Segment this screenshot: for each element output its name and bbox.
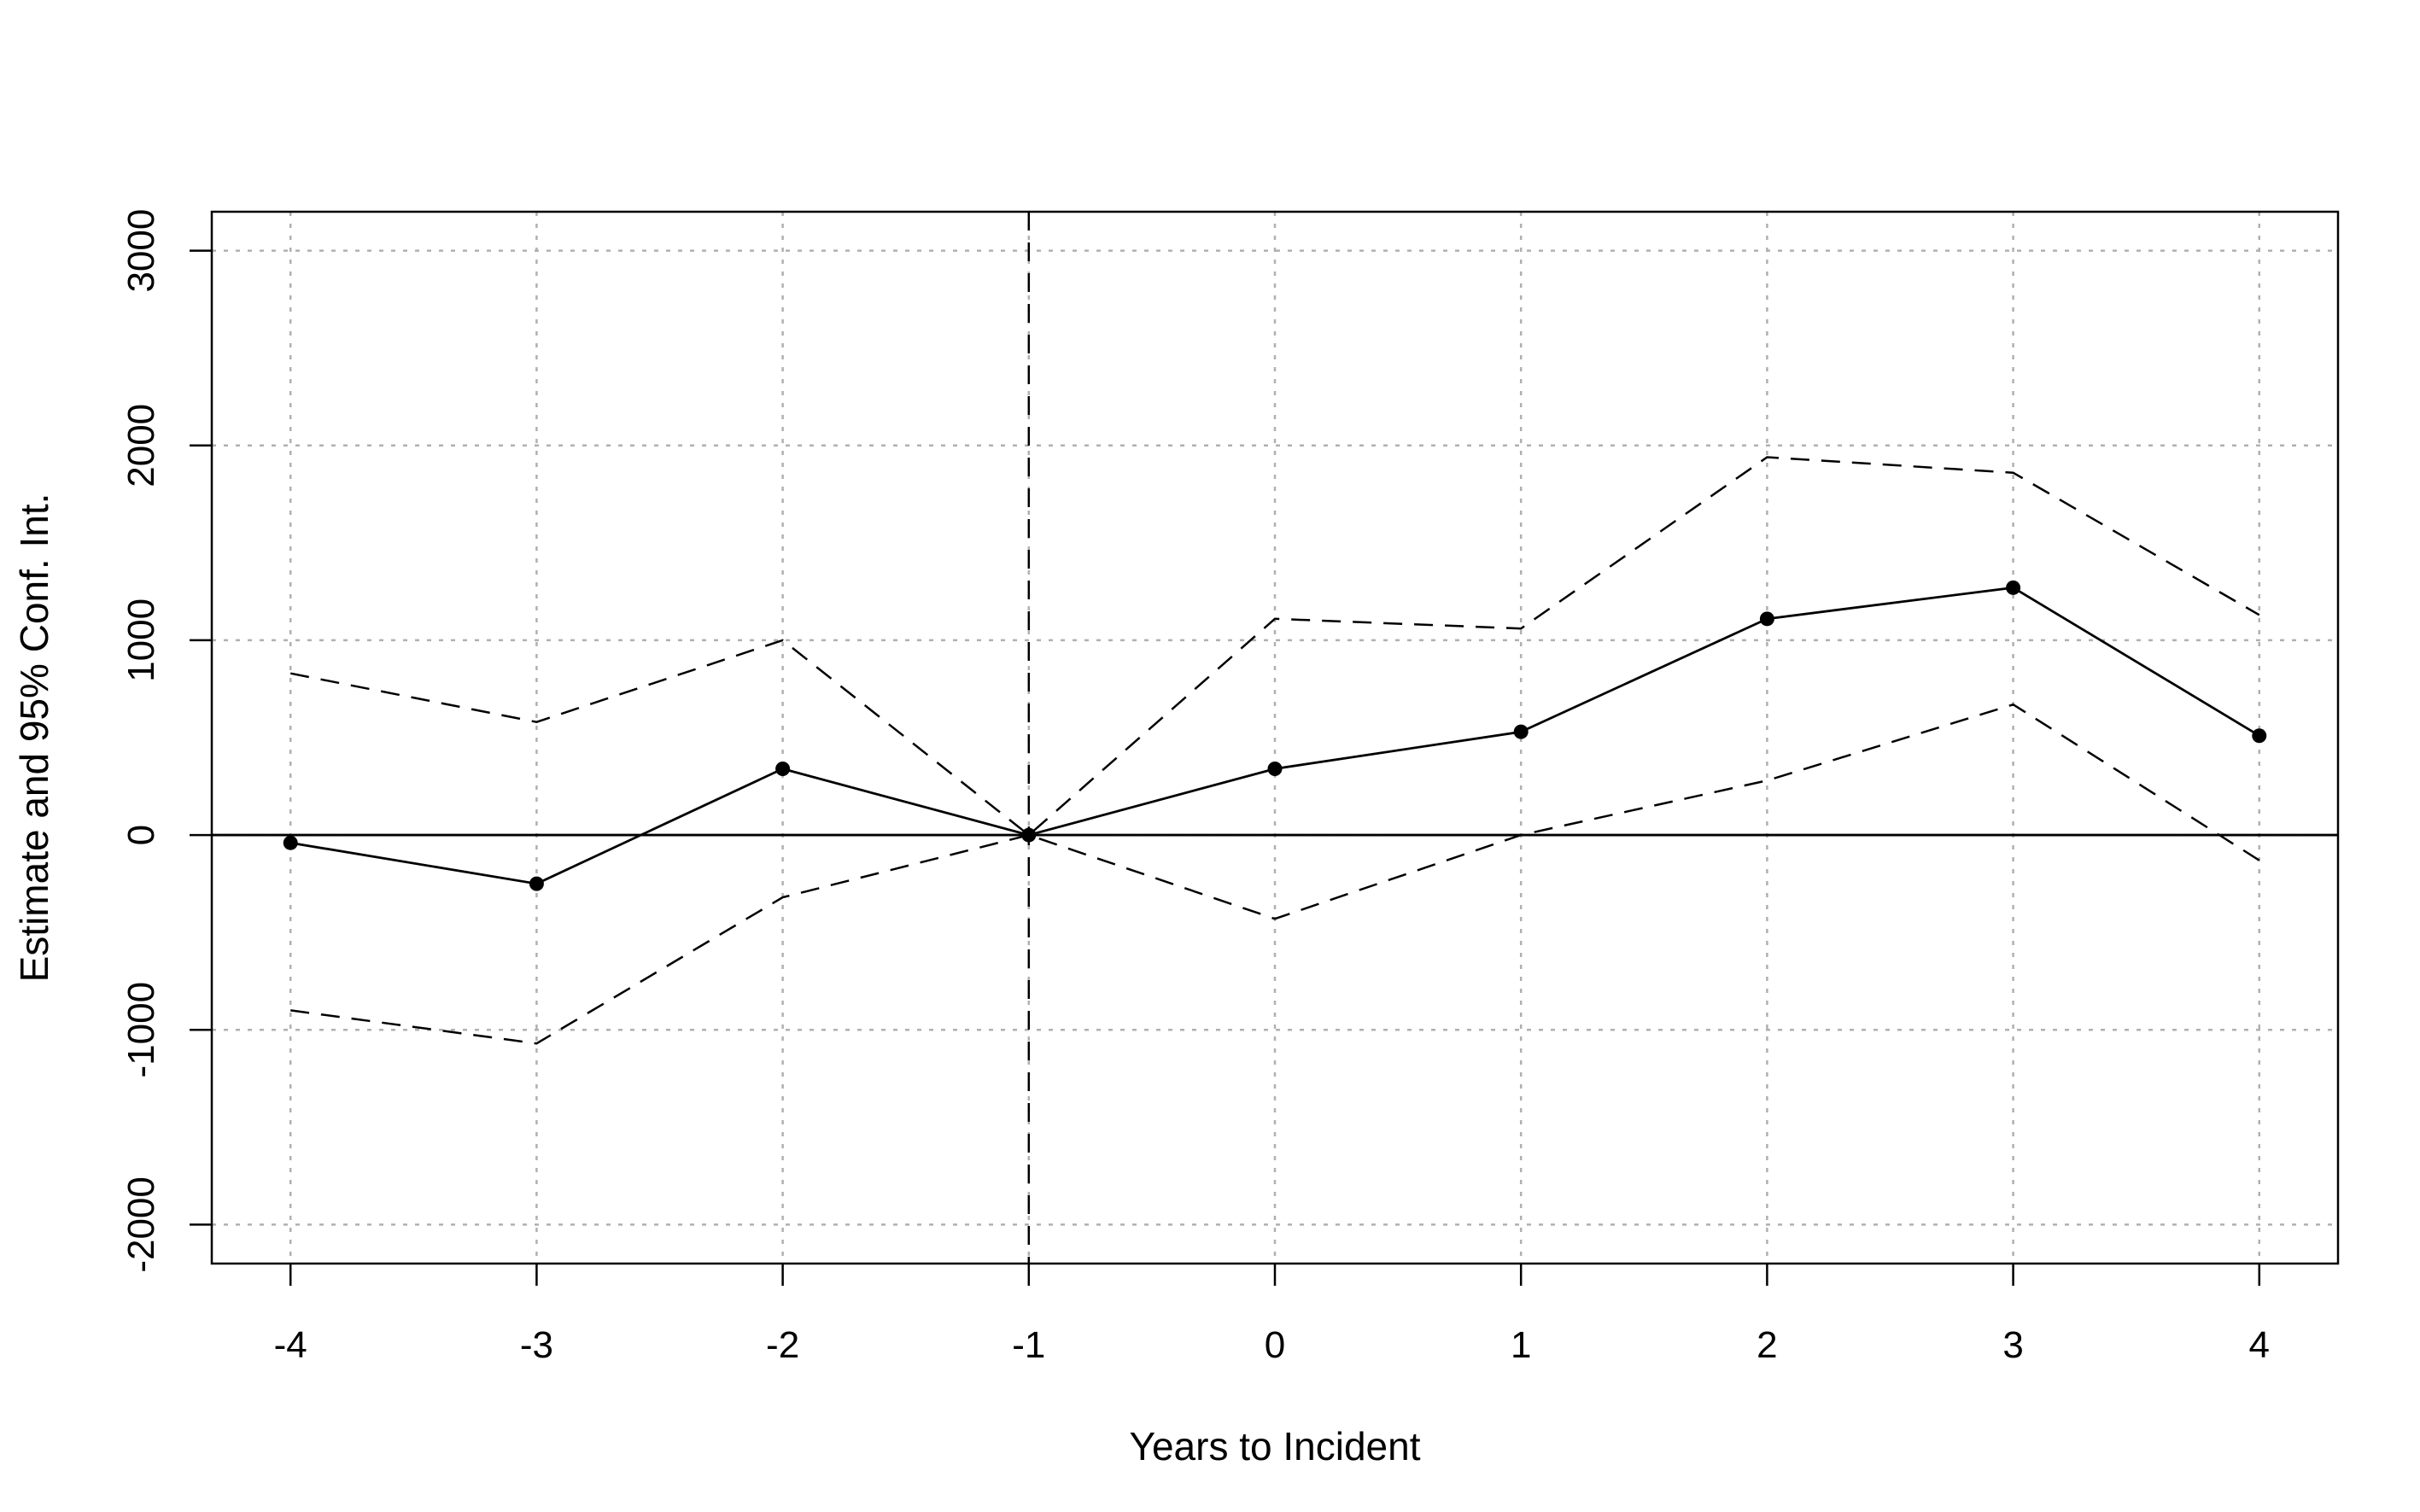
x-tick-label--1: -1: [1012, 1324, 1045, 1366]
estimate-point--4: [283, 835, 298, 850]
reference-lines: [212, 212, 2338, 1264]
estimate-point--1: [1021, 827, 1037, 843]
x-axis-label: Years to Incident: [1130, 1424, 1421, 1468]
x-tick-label-0: 0: [1265, 1324, 1285, 1366]
x-tick-label-2: 2: [1757, 1324, 1777, 1366]
x-tick-label--4: -4: [274, 1324, 307, 1366]
x-tick-label--2: -2: [766, 1324, 799, 1366]
estimate-point-3: [2006, 580, 2021, 595]
y-tick-label-0: 0: [120, 825, 162, 845]
y-tick-label-3000: 3000: [120, 209, 162, 293]
x-tick-label-3: 3: [2002, 1324, 2023, 1366]
gridlines: [212, 212, 2338, 1264]
y-tick-label--2000: -2000: [120, 1176, 162, 1273]
x-tick-label-4: 4: [2249, 1324, 2270, 1366]
x-tick-label--3: -3: [520, 1324, 553, 1366]
series: [283, 456, 2267, 1045]
lower-ci-line: [290, 703, 2260, 1045]
estimate-point--3: [529, 876, 544, 891]
y-tick-label-2000: 2000: [120, 404, 162, 487]
upper-ci-line: [289, 456, 2260, 837]
y-axis-label: Estimate and 95% Conf. Int.: [12, 493, 56, 983]
estimate-point-0: [1267, 762, 1283, 777]
y-tick-label-1000: 1000: [120, 598, 162, 682]
y-tick-label--1000: -1000: [120, 982, 162, 1078]
estimate-point--2: [775, 762, 791, 777]
x-tick-label-1: 1: [1511, 1324, 1531, 1366]
estimate-point-2: [1759, 611, 1774, 627]
axes: -4 -3 -2 -1 0 1 2 3 4 -2000 -1000 0 1000 2000 3000: [120, 209, 2270, 1366]
estimate-point-1: [1513, 724, 1529, 739]
estimate-point-4: [2252, 728, 2267, 744]
